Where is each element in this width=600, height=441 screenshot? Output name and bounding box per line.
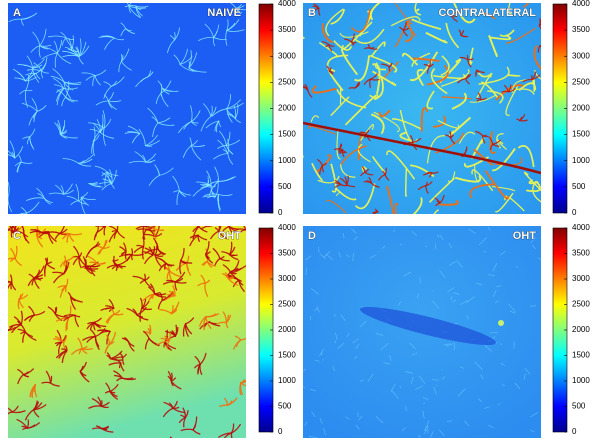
colorbar-tick-label: 1500 [278, 130, 296, 139]
panel-label: NAIVE [207, 7, 241, 19]
colorbar-tick-label: 3000 [278, 51, 296, 60]
colorbar-tick-label: 0 [278, 427, 283, 436]
colorbar-tick-label: 500 [278, 182, 292, 191]
colorbar-tick-label: 1000 [278, 156, 296, 165]
colorbar-tick-label: 3000 [572, 274, 590, 283]
colorbar-tick-label: 1000 [572, 376, 590, 385]
colorbar-tick-label: 500 [572, 402, 586, 411]
colorbar-tick-label: 3500 [278, 249, 296, 258]
colorbar-tick-label: 0 [572, 427, 577, 436]
colorbar-tick-label: 1500 [572, 351, 590, 360]
panel-label: OHT [513, 230, 537, 242]
colorbar-tick-label: 4000 [572, 0, 590, 8]
colorbar-tick-label: 1500 [278, 351, 296, 360]
micrograph [8, 3, 246, 214]
panel-letter: B [308, 7, 316, 19]
colorbar-tick-label: 3500 [572, 25, 590, 34]
colorbar-tick-label: 0 [278, 208, 283, 217]
colorbar-tick-label: 1000 [278, 376, 296, 385]
colorbar-tick-label: 3500 [572, 249, 590, 258]
panel-letter: C [13, 230, 21, 242]
panel-letter: A [13, 7, 21, 19]
colorbar-tick-label: 3000 [572, 51, 590, 60]
colorbar-tick-label: 2500 [572, 300, 590, 309]
panel-label: CONTRALATERAL [438, 7, 536, 19]
colorbar-tick-label: 500 [278, 402, 292, 411]
colorbar-tick-label: 2000 [572, 104, 590, 113]
colorbar-tick-label: 500 [572, 182, 586, 191]
colorbar-tick-label: 2000 [278, 104, 296, 113]
panel-letter: D [308, 230, 316, 242]
colorbar-tick-label: 2500 [572, 77, 590, 86]
colorbar-tick-label: 0 [572, 208, 577, 217]
micrograph [303, 3, 541, 214]
micrograph [303, 226, 541, 438]
colorbar-tick-label: 2500 [278, 77, 296, 86]
colorbar-tick-label: 2500 [278, 300, 296, 309]
panel-label: OHT [218, 230, 242, 242]
colorbar-tick-label: 3000 [278, 274, 296, 283]
colorbar-tick-label: 1000 [572, 156, 590, 165]
colorbar-tick-label: 4000 [278, 0, 296, 8]
colorbar-tick-label: 2000 [572, 325, 590, 334]
colorbar-tick-label: 1500 [572, 130, 590, 139]
micrograph [8, 226, 246, 438]
colorbar-tick-label: 3500 [278, 25, 296, 34]
colorbar-tick-label: 4000 [572, 223, 590, 232]
colorbar-tick-label: 2000 [278, 325, 296, 334]
colorbar-tick-label: 4000 [278, 223, 296, 232]
